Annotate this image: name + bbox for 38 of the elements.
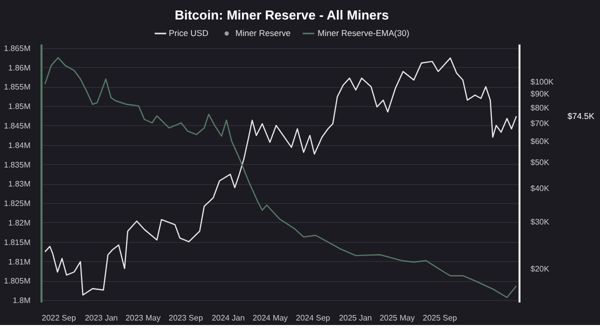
y-tick-label: 1.82M [8, 218, 31, 228]
y2-tick-label: $90K [530, 90, 550, 99]
y-tick-label: 1.86M [8, 63, 31, 72]
y-tick-label: 1.83M [8, 180, 31, 189]
y-tick-label: 1.805M [4, 276, 31, 286]
y-tick-label: 1.845M [4, 121, 31, 130]
y2-tick-label: $70K [530, 118, 550, 128]
x-tick-label: 2023 May [125, 314, 161, 322]
x-tick-label: 2025 Sep [422, 314, 458, 322]
y-tick-label: 1.85M [8, 102, 31, 112]
y2-tick-label: $30K [530, 217, 550, 226]
x-tick-label: 2024 May [252, 314, 288, 322]
y-tick-label: 1.815M [4, 238, 31, 247]
y-tick-label: 1.865M [4, 44, 31, 53]
x-tick-label: 2024 Jan [212, 314, 245, 322]
legend-label: Miner Reserve-EMA(30) [318, 28, 410, 38]
y2-tick-label: $100K [530, 77, 554, 86]
y-tick-label: 1.855M [4, 82, 31, 92]
y-tick-label: 1.81M [8, 257, 31, 266]
x-tick-label: 2023 Jan [84, 314, 118, 322]
y2-tick-label: $60K [530, 136, 550, 146]
x-tick-label: 2022 Sep [42, 314, 77, 322]
y-tick-label: 1.825M [4, 199, 31, 208]
legend-label: Price USD [168, 28, 208, 38]
x-tick-label: 2024 Sep [296, 314, 331, 322]
y2-tick-label: $20K [530, 264, 550, 274]
x-tick-label: 2023 Sep [168, 314, 204, 322]
y-tick-label: 1.84M [8, 140, 31, 150]
y2-tick-label: $80K [530, 103, 550, 112]
legend-label: Miner Reserve [235, 28, 291, 38]
x-tick-label: 2025 Jan [338, 314, 372, 322]
chart-title: Bitcoin: Miner Reserve - All Miners [174, 8, 389, 22]
y2-tick-label: $40K [530, 184, 550, 193]
x-tick-label: 2025 May [380, 314, 415, 322]
y-tick-label: 1.8M [12, 296, 31, 306]
text: $74.5K [568, 111, 595, 122]
y2-tick-label: $50K [530, 158, 550, 168]
y-tick-label: 1.835M [4, 160, 31, 170]
